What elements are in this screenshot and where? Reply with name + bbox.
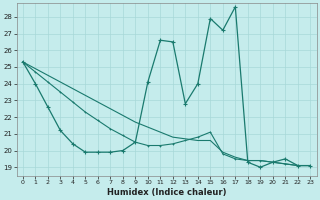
X-axis label: Humidex (Indice chaleur): Humidex (Indice chaleur) xyxy=(107,188,226,197)
